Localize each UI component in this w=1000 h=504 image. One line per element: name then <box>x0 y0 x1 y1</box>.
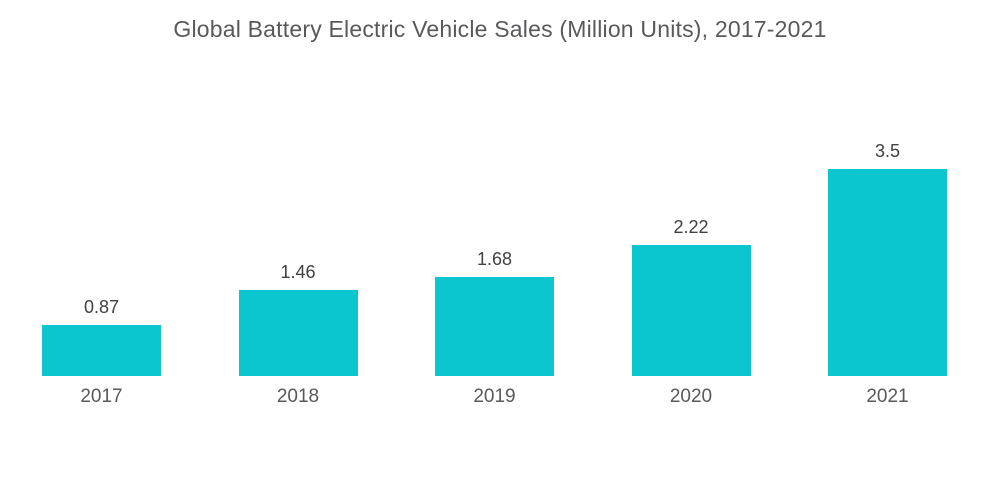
bar-year-label: 2019 <box>473 386 516 407</box>
bar <box>42 324 161 376</box>
bar-value-label: 2.22 <box>673 216 709 237</box>
bar-plot-area: 0.87 2017 1.46 2018 1.68 2019 2.22 2020 3.5 2021 <box>42 0 947 407</box>
bar <box>238 289 358 376</box>
bar-group-2020: 2.22 2020 <box>631 216 751 407</box>
bar-group-2019: 1.68 2019 <box>435 248 554 407</box>
chart-title: Global Battery Electric Vehicle Sales (M… <box>173 16 827 42</box>
bar-year-label: 2017 <box>80 386 123 407</box>
bar-value-label: 0.87 <box>83 296 120 317</box>
bar-year-label: 2020 <box>669 386 713 407</box>
bar-group-2021: 3.5 2021 <box>828 141 947 407</box>
bar <box>435 276 554 376</box>
bar-value-label: 1.46 <box>280 261 316 282</box>
bar-value-label: 1.68 <box>476 248 513 269</box>
bar <box>828 169 947 376</box>
bar <box>631 244 751 376</box>
bar-value-label: 3.5 <box>874 141 901 161</box>
bar-year-label: 2018 <box>276 386 320 407</box>
bar-group-2018: 1.46 2018 <box>238 261 358 407</box>
bar-group-2017: 0.87 2017 <box>42 296 161 407</box>
bar-year-label: 2021 <box>866 386 909 407</box>
